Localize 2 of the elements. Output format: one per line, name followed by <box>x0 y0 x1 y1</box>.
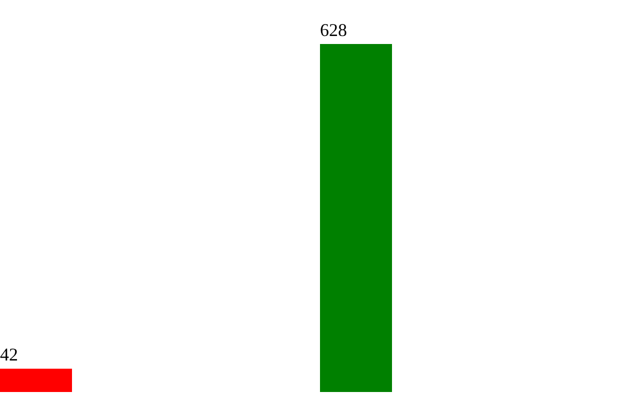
data-label: 42 <box>0 344 18 365</box>
data-label: 628 <box>320 20 347 40</box>
